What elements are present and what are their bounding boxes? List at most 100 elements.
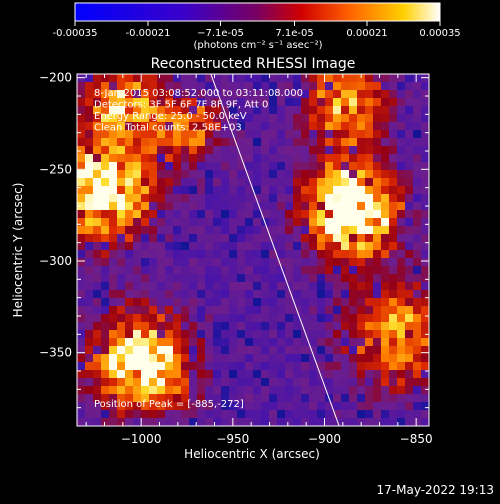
heatmap-cell (301, 82, 310, 91)
heatmap-cell (357, 194, 366, 203)
heatmap-cell (349, 282, 358, 291)
heatmap-cell (397, 330, 406, 339)
heatmap-cell (101, 314, 110, 323)
heatmap-cell (277, 402, 286, 411)
heatmap-cell (253, 322, 262, 331)
heatmap-cell (405, 162, 414, 171)
heatmap-cell (301, 290, 310, 299)
heatmap-cell (93, 146, 102, 155)
heatmap-cell (389, 362, 398, 371)
heatmap-cell (381, 98, 390, 107)
heatmap-cell (309, 154, 318, 163)
heatmap-cell (85, 178, 94, 187)
heatmap-cell (117, 202, 126, 211)
y-axis: −200−250−300−350 (39, 71, 429, 427)
heatmap-cell (269, 330, 278, 339)
heatmap-cell (205, 210, 214, 219)
heatmap-cell (221, 314, 230, 323)
heatmap-cell (165, 314, 174, 323)
heatmap-cell (341, 290, 350, 299)
heatmap-cell (109, 314, 118, 323)
heatmap-cell (229, 306, 238, 315)
heatmap-cell (293, 122, 302, 131)
heatmap-cell (357, 274, 366, 283)
heatmap-cell (381, 362, 390, 371)
heatmap-cell (365, 242, 374, 251)
heatmap-cell (205, 106, 214, 115)
heatmap-cell (389, 402, 398, 411)
heatmap-cell (197, 210, 206, 219)
heatmap-cell (141, 346, 150, 355)
heatmap-cell (357, 226, 366, 235)
heatmap-cell (213, 98, 222, 107)
heatmap-cell (413, 234, 422, 243)
heatmap-cell (309, 410, 318, 419)
heatmap-cell (333, 186, 342, 195)
heatmap-cell (213, 186, 222, 195)
heatmap-cell (93, 130, 102, 139)
heatmap-cell (309, 322, 318, 331)
heatmap-cell (389, 74, 398, 83)
heatmap-cell (173, 298, 182, 307)
heatmap-cell (317, 322, 326, 331)
heatmap-cell (117, 378, 126, 387)
heatmap-cell (93, 346, 102, 355)
heatmap-cell (389, 90, 398, 99)
heatmap-cell (341, 186, 350, 195)
heatmap-cell (365, 330, 374, 339)
heatmap-cell (277, 330, 286, 339)
heatmap-cell (157, 346, 166, 355)
heatmap-cell (157, 298, 166, 307)
heatmap-cell (285, 418, 294, 426)
heatmap-cell (293, 90, 302, 99)
heatmap-cell (245, 410, 254, 419)
heatmap-cell (141, 138, 150, 147)
heatmap-cell (117, 330, 126, 339)
heatmap-cell (349, 362, 358, 371)
heatmap-cell (301, 394, 310, 403)
heatmap-cell (117, 130, 126, 139)
heatmap-cell (421, 138, 429, 147)
heatmap-cell (261, 378, 270, 387)
heatmap-cell (357, 362, 366, 371)
heatmap-cell (85, 282, 94, 291)
heatmap-cell (165, 274, 174, 283)
heatmap-cell (237, 138, 246, 147)
heatmap-cell (213, 242, 222, 251)
heatmap-cell (157, 306, 166, 315)
heatmap-cell (317, 82, 326, 91)
heatmap-cell (213, 154, 222, 163)
heatmap-cell (221, 114, 230, 123)
heatmap-cell (317, 346, 326, 355)
heatmap-cell (285, 394, 294, 403)
heatmap-cell (381, 282, 390, 291)
heatmap-cell (157, 162, 166, 171)
heatmap-cell (309, 186, 318, 195)
heatmap-cell (189, 378, 198, 387)
heatmap-cell (285, 290, 294, 299)
y-axis-label: Heliocentric Y (arcsec) (11, 183, 25, 318)
heatmap-cell (373, 314, 382, 323)
heatmap-cell (301, 146, 310, 155)
heatmap-cell (245, 162, 254, 171)
heatmap-cell (253, 354, 262, 363)
heatmap-cell (245, 114, 254, 123)
heatmap-cell (189, 290, 198, 299)
heatmap-cell (181, 202, 190, 211)
heatmap-cell (221, 386, 230, 395)
heatmap-cell (141, 106, 150, 115)
heatmap-cell (253, 258, 262, 267)
heatmap-cell (237, 266, 246, 275)
heatmap-cell (405, 394, 414, 403)
heatmap-cell (325, 202, 334, 211)
heatmap-cell (277, 154, 286, 163)
heatmap-cell (389, 266, 398, 275)
heatmap-cell (413, 274, 422, 283)
heatmap-cell (293, 290, 302, 299)
heatmap-cell (365, 130, 374, 139)
heatmap-cell (197, 370, 206, 379)
heatmap-cell (133, 346, 142, 355)
heatmap-cell (309, 402, 318, 411)
heatmap-cell (93, 242, 102, 251)
heatmap-cell (165, 106, 174, 115)
